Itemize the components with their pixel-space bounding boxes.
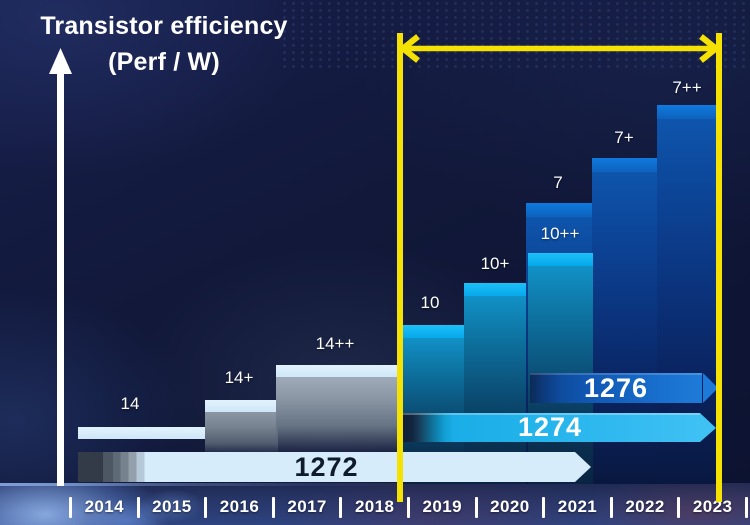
fab-arrow-1276: 1276 xyxy=(530,373,718,403)
arrow-tip-icon xyxy=(703,373,718,403)
year-2019: 2019 xyxy=(422,497,462,516)
bar-cap xyxy=(592,158,657,172)
axis-separator xyxy=(69,496,72,518)
fab-arrow-1272: 1272 xyxy=(78,452,591,482)
year-2023: 2023 xyxy=(692,497,733,516)
axis-separator xyxy=(204,496,208,518)
bar-14plus xyxy=(205,400,278,455)
arrow-tip-icon xyxy=(700,413,716,442)
bottom-band-highlight xyxy=(0,483,420,486)
bar-14 xyxy=(78,427,207,439)
node-label-14plus: 14+ xyxy=(224,368,254,387)
axis-separator xyxy=(609,496,613,518)
bar-14plusplus xyxy=(276,365,398,455)
bar-body xyxy=(276,377,398,455)
bar-body xyxy=(205,412,278,455)
bar-cap xyxy=(526,203,593,217)
background-dot-texture xyxy=(280,0,750,70)
node-label-14: 14 xyxy=(120,394,140,413)
bar-cap xyxy=(205,400,278,412)
bar-cap xyxy=(78,427,207,439)
node-label-10plusplus: 10++ xyxy=(540,224,580,243)
node-label-10plus: 10+ xyxy=(480,254,510,273)
axis-separator xyxy=(136,496,140,518)
axis-separator xyxy=(744,496,748,518)
chart-title-line1: Transistor efficiency xyxy=(40,12,288,40)
year-2016: 2016 xyxy=(219,497,260,516)
year-2014: 2014 xyxy=(84,497,124,516)
fab-arrow-1274-label: 1274 xyxy=(517,412,583,442)
year-2022: 2022 xyxy=(625,497,665,516)
axis-separator xyxy=(271,496,275,518)
year-2017: 2017 xyxy=(287,497,327,516)
fab-arrow-1276-label: 1276 xyxy=(583,373,649,403)
year-2015: 2015 xyxy=(152,497,192,516)
x-axis-years: 2014 2015 2016 2017 2018 2019 2020 2021 … xyxy=(69,495,748,519)
bottom-photo-band xyxy=(0,483,750,525)
bar-cap xyxy=(276,365,398,377)
axis-separator xyxy=(339,496,343,518)
chart-title: Transistor efficiency (Perf / W) xyxy=(14,8,314,80)
axis-separator xyxy=(542,496,546,518)
node-label-7plusplus: 7++ xyxy=(672,78,702,97)
bar-cap xyxy=(400,325,466,338)
axis-separator xyxy=(474,496,478,518)
year-2018: 2018 xyxy=(354,497,395,516)
axis-separator xyxy=(677,496,681,518)
node-label-14plusplus: 14++ xyxy=(315,334,355,353)
node-label-10: 10 xyxy=(420,293,440,312)
axis-separator xyxy=(406,496,410,518)
node-label-7: 7 xyxy=(553,173,563,192)
bar-cap xyxy=(528,253,593,266)
fab-arrow-1274: 1274 xyxy=(400,412,716,442)
y-axis-up-arrow-icon xyxy=(49,48,72,486)
bar-cap xyxy=(657,105,717,119)
chart-title-line2: (Perf / W) xyxy=(108,48,220,76)
bar-cap xyxy=(464,283,530,296)
node-label-7plus: 7+ xyxy=(614,128,634,147)
arrow-tip-icon xyxy=(575,452,591,482)
bar-10plusplus xyxy=(528,253,593,484)
year-2020: 2020 xyxy=(490,497,530,516)
fab-arrow-1272-label: 1272 xyxy=(294,452,359,482)
year-2021: 2021 xyxy=(557,497,598,516)
